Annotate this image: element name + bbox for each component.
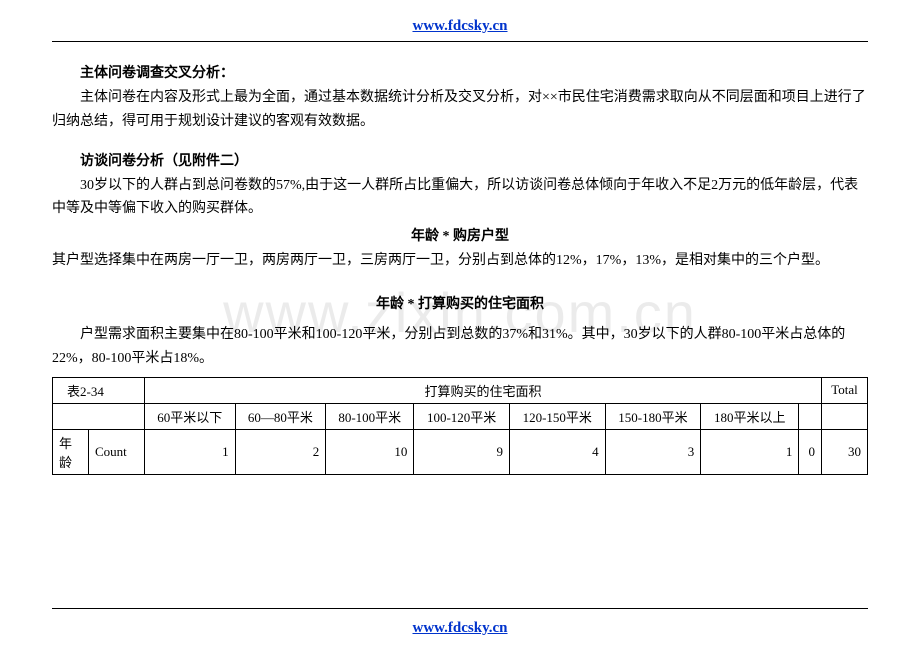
table-cell: 4: [509, 429, 605, 474]
table-cell: 3: [605, 429, 701, 474]
table-rowhead2: Count: [89, 429, 145, 474]
table-col: [822, 403, 868, 429]
table-label: 表2-34: [53, 377, 145, 403]
table-cell: 0: [799, 429, 822, 474]
table-cell: 2: [235, 429, 326, 474]
table-col: 80-100平米: [326, 403, 414, 429]
table-row: 年龄 Count 1 2 10 9 4 3 1 0 30: [53, 429, 868, 474]
table-group-header: 打算购买的住宅面积: [145, 377, 822, 403]
section1-title: 主体问卷调查交叉分析：: [52, 62, 868, 82]
table-cell: 30: [822, 429, 868, 474]
table-cell: 1: [701, 429, 799, 474]
footer-url[interactable]: www.fdcsky.cn: [0, 620, 920, 637]
table-col: 60—80平米: [235, 403, 326, 429]
center-heading-1: 年龄 * 购房户型: [52, 225, 868, 245]
table-cell: 10: [326, 429, 414, 474]
data-table: 表2-34 打算购买的住宅面积 Total 60平米以下 60—80平米 80-…: [52, 377, 868, 475]
section2-para3: 户型需求面积主要集中在80-100平米和100-120平米，分别占到总数的37%…: [52, 323, 868, 371]
table-col: 60平米以下: [145, 403, 236, 429]
table-col: [799, 403, 822, 429]
section2-title: 访谈问卷分析（见附件二）: [52, 150, 868, 170]
table-cell: 9: [414, 429, 510, 474]
table-rowhead1: 年龄: [53, 429, 89, 474]
table-row: 表2-34 打算购买的住宅面积 Total: [53, 377, 868, 403]
page-content: 主体问卷调查交叉分析： 主体问卷在内容及形式上最为全面，通过基本数据统计分析及交…: [0, 62, 920, 475]
footer-rule: [52, 608, 868, 609]
table-cell: 1: [145, 429, 236, 474]
table-row: 60平米以下 60—80平米 80-100平米 100-120平米 120-15…: [53, 403, 868, 429]
table-blank: [53, 403, 145, 429]
table-col: 100-120平米: [414, 403, 510, 429]
table-col: 120-150平米: [509, 403, 605, 429]
table-col: 180平米以上: [701, 403, 799, 429]
header-url[interactable]: www.fdcsky.cn: [0, 0, 920, 41]
header-rule: [52, 41, 868, 42]
center-heading-2: 年龄 * 打算购买的住宅面积: [52, 293, 868, 313]
section2-para2: 其户型选择集中在两房一厅一卫，两房两厅一卫，三房两厅一卫，分别占到总体的12%，…: [52, 249, 868, 273]
table-col: 150-180平米: [605, 403, 701, 429]
section1-para: 主体问卷在内容及形式上最为全面，通过基本数据统计分析及交叉分析，对××市民住宅消…: [52, 86, 868, 134]
section2-para1: 30岁以下的人群占到总问卷数的57%,由于这一人群所占比重偏大，所以访谈问卷总体…: [52, 174, 868, 222]
table-total-label: Total: [822, 377, 868, 403]
